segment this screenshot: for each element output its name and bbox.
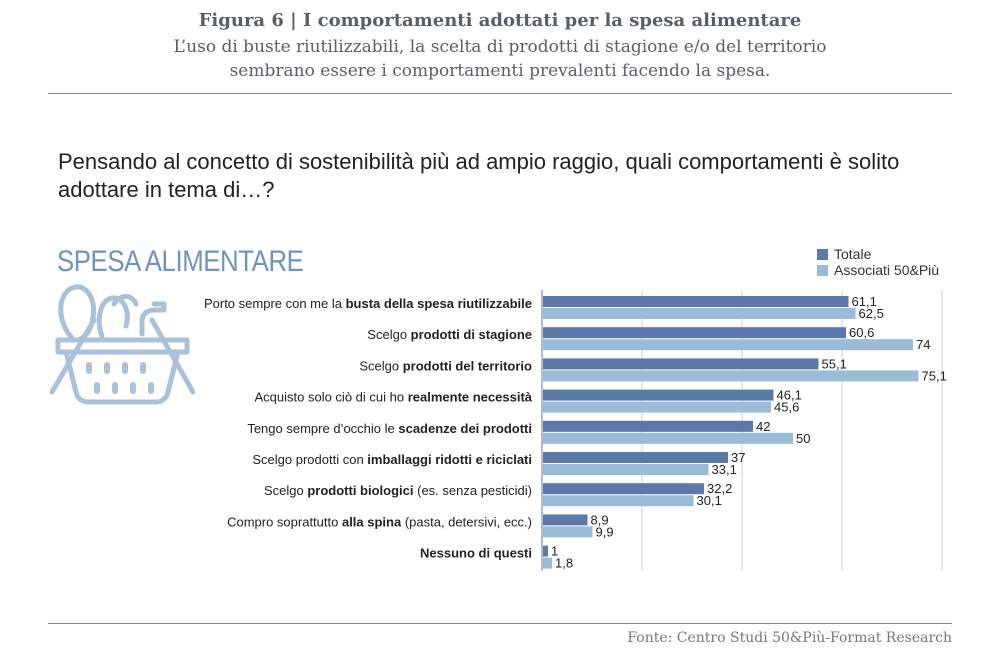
data-label-associati: 1,8 [555, 556, 573, 571]
data-label-associati: 50 [796, 431, 810, 446]
figure-title: Figura 6 | I comportamenti adottati per … [198, 10, 802, 31]
category-label: Nessuno di questi [420, 546, 532, 561]
bar-associati [543, 308, 856, 319]
category-label: Compro soprattutto alla spina (pasta, de… [227, 514, 532, 529]
legend-swatch-associati [817, 264, 828, 276]
bottom-divider [48, 623, 952, 624]
data-label-associati: 75,1 [922, 368, 947, 383]
data-label-associati: 33,1 [712, 462, 737, 477]
bar-totale [543, 296, 849, 307]
data-label-totale: 60,6 [849, 325, 874, 340]
shopping-basket-icon [50, 284, 195, 405]
data-label-associati: 74 [916, 337, 930, 352]
bar-totale [543, 358, 819, 370]
bar-totale [543, 545, 548, 557]
data-label-totale: 1 [551, 544, 558, 559]
data-label-totale: 46,1 [777, 388, 802, 403]
survey-question: Pensando al concetto di sostenibilità pi… [58, 149, 900, 202]
data-label-associati: 30,1 [697, 493, 722, 508]
bar-associati [543, 557, 552, 569]
bar-associati [543, 370, 919, 382]
bar-totale [543, 452, 728, 463]
legend-item-totale: Totale [817, 246, 939, 262]
data-label-totale: 32,2 [707, 481, 732, 496]
category-label: Scelgo prodotti del territorio [359, 358, 532, 373]
data-label-totale: 37 [731, 450, 745, 465]
data-label-totale: 8,9 [591, 512, 609, 527]
bar-associati [543, 526, 593, 538]
top-divider [48, 93, 952, 94]
bar-totale [543, 420, 753, 432]
data-label-totale: 61,1 [852, 294, 877, 309]
data-label-associati: 62,5 [859, 306, 884, 321]
category-label: Scelgo prodotti di stagione [367, 327, 532, 342]
bar-associati [543, 495, 694, 507]
legend-item-associati: Associati 50&Più [817, 262, 939, 278]
legend-label-associati: Associati 50&Più [834, 262, 940, 278]
data-label-associati: 45,6 [774, 400, 799, 415]
bar-totale [543, 514, 588, 526]
legend-label-totale: Totale [834, 246, 872, 262]
legend-swatch-totale [817, 248, 828, 260]
chart-legend: Totale Associati 50&Più [817, 246, 939, 278]
figure-subtitle-line-2: sembrano essere i comportamenti prevalen… [229, 61, 771, 81]
data-label-associati: 9,9 [596, 524, 614, 539]
data-label-totale: 42 [756, 419, 770, 434]
category-label: Scelgo prodotti biologici (es. senza pes… [264, 483, 532, 498]
bar-associati [543, 401, 771, 413]
bar-associati [543, 339, 913, 351]
bar-associati [543, 432, 793, 444]
category-label: Tengo sempre d’occhio le scadenze dei pr… [247, 421, 532, 436]
section-title: SPESA ALIMENTARE [57, 245, 304, 278]
bar-totale [543, 327, 846, 339]
bar-totale [543, 483, 704, 495]
source-note: Fonte: Centro Studi 50&Più-Format Resear… [627, 630, 952, 646]
bar-associati [543, 464, 709, 475]
figure-subtitle-line-1: L’uso di buste riutilizzabili, la scelta… [173, 37, 827, 57]
category-label: Porto sempre con me la busta della spesa… [204, 296, 532, 311]
bar-totale [543, 389, 774, 401]
data-label-totale: 55,1 [822, 356, 847, 371]
category-label: Scelgo prodotti con imballaggi ridotti e… [252, 452, 532, 467]
category-label: Acquisto solo ciò di cui ho realmente ne… [255, 390, 533, 405]
